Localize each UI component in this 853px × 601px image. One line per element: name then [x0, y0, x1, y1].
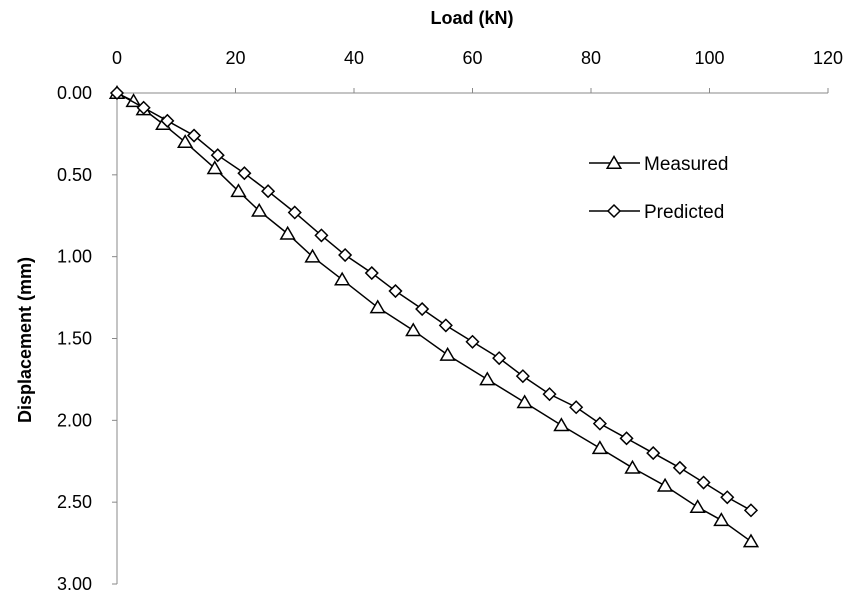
series-predicted [109, 85, 759, 518]
data-point [405, 322, 422, 337]
data-point [279, 225, 296, 240]
data-point [438, 318, 453, 333]
data-point [160, 113, 175, 128]
data-point [415, 301, 430, 317]
x-tick-label: 20 [225, 48, 245, 68]
x-tick-label: 0 [112, 48, 122, 68]
data-point [696, 475, 711, 490]
series-layer [108, 85, 760, 548]
data-point [646, 446, 661, 461]
data-point [369, 299, 386, 314]
axes: 0 20 40 60 80 100 120 0.00 0.50 1.00 1.50 2.00 2.50… [57, 48, 843, 594]
data-point [619, 431, 634, 446]
legend: Measured Predicted [589, 154, 729, 223]
data-point [591, 440, 609, 455]
x-tick-label: 100 [694, 48, 724, 68]
data-point [743, 503, 759, 518]
data-point [206, 160, 223, 175]
data-point [388, 283, 403, 299]
data-point [334, 271, 351, 286]
data-point [210, 148, 225, 163]
x-ticks: 0 20 40 60 80 100 120 [112, 48, 843, 93]
data-point [237, 166, 252, 181]
y-tick-label: 3.00 [57, 574, 92, 594]
data-point [136, 100, 151, 115]
data-point [251, 202, 268, 217]
y-ticks: 0.00 0.50 1.00 1.50 2.00 2.50 3.00 [57, 83, 117, 594]
y-axis-title: Displacement (mm) [15, 257, 35, 423]
legend-marker [605, 155, 623, 169]
x-tick-label: 80 [581, 48, 601, 68]
data-point [465, 334, 480, 349]
x-axis-title: Load (kN) [431, 8, 514, 28]
data-point [314, 228, 329, 243]
x-tick-label: 60 [462, 48, 482, 68]
y-tick-label: 2.50 [57, 492, 92, 512]
y-tick-label: 0.00 [57, 83, 92, 103]
data-point [624, 459, 641, 474]
x-tick-label: 40 [344, 48, 364, 68]
data-point [516, 394, 533, 409]
data-point [592, 416, 607, 431]
data-point [479, 371, 496, 386]
data-point [261, 184, 276, 199]
data-point [742, 533, 760, 548]
data-point [656, 477, 674, 492]
legend-marker [606, 203, 622, 219]
data-point [672, 460, 687, 475]
data-point [713, 512, 730, 527]
y-tick-label: 1.50 [57, 329, 92, 349]
y-tick-label: 2.00 [57, 410, 92, 430]
data-point [553, 417, 570, 432]
data-point [542, 387, 557, 402]
data-point [439, 346, 456, 361]
y-tick-label: 1.00 [57, 247, 92, 267]
legend-item: Predicted [589, 202, 724, 223]
data-point [304, 248, 321, 263]
data-point [109, 85, 125, 101]
legend-label: Measured [644, 154, 729, 175]
legend-label: Predicted [644, 202, 724, 223]
data-point [689, 499, 706, 514]
y-tick-label: 0.50 [57, 165, 92, 185]
x-tick-label: 120 [813, 48, 843, 68]
data-point [569, 400, 584, 415]
data-point [177, 134, 194, 149]
data-point [720, 490, 735, 505]
data-point [515, 369, 530, 384]
data-point [338, 247, 353, 263]
data-point [287, 205, 302, 220]
data-point [186, 128, 202, 143]
legend-item: Measured [589, 154, 729, 175]
data-point [230, 183, 247, 198]
data-point [364, 265, 379, 281]
data-point [492, 351, 507, 366]
